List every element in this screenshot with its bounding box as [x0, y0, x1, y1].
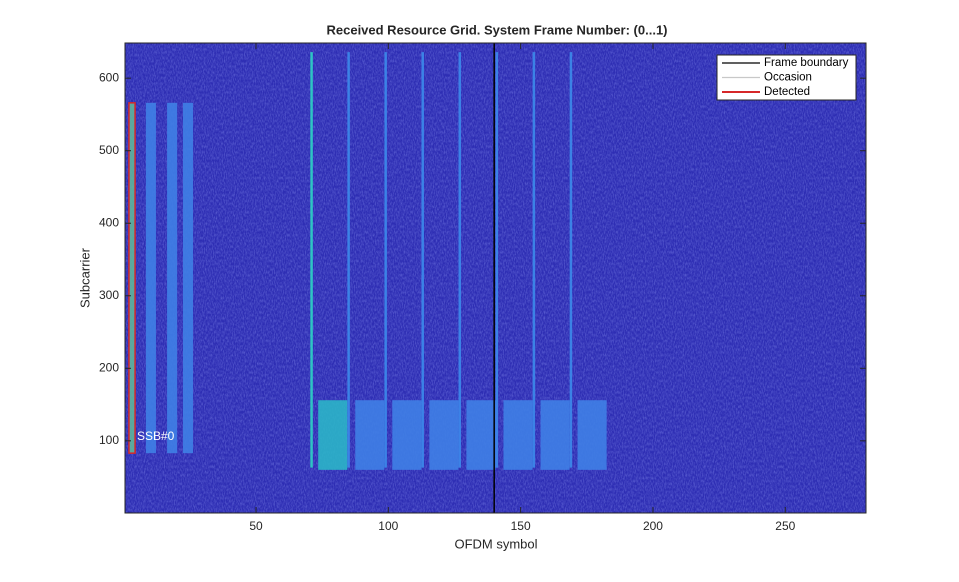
- x-tick-label: 100: [378, 519, 398, 533]
- axes-box: [124, 42, 867, 514]
- plot-area: [128, 43, 607, 513]
- grid-region: [429, 400, 459, 470]
- grid-region: [128, 102, 136, 454]
- grid-region: [145, 102, 156, 454]
- legend-label: Detected: [764, 86, 810, 98]
- grid-region: [577, 400, 607, 470]
- y-tick-label: 300: [99, 288, 119, 302]
- y-tick-label: 500: [99, 143, 119, 157]
- y-tick-label: 200: [99, 360, 119, 374]
- y-tick-label: 100: [99, 433, 119, 447]
- y-axis-label: Subcarrier: [77, 247, 92, 308]
- chart-title: Received Resource Grid. System Frame Num…: [326, 22, 667, 37]
- grid-region: [182, 102, 194, 454]
- grid-region: [355, 400, 385, 470]
- x-tick-label: 250: [775, 519, 795, 533]
- grid-region: [392, 400, 422, 470]
- detected-box: [128, 102, 136, 454]
- annotation: SSB#0: [137, 429, 175, 443]
- grid-region: [466, 400, 496, 470]
- x-axis-label: OFDM symbol: [454, 536, 537, 551]
- x-tick-label: 150: [511, 519, 531, 533]
- y-tick-label: 600: [99, 70, 119, 84]
- legend-label: Frame boundary: [764, 57, 849, 69]
- x-tick-label: 50: [249, 519, 263, 533]
- legend: Frame boundary Occasion Detected: [716, 54, 857, 101]
- legend-label: Occasion: [764, 72, 812, 84]
- x-tick-label: 200: [643, 519, 663, 533]
- grid-region: [167, 102, 178, 454]
- grid-region: [540, 400, 570, 470]
- grid-region: [503, 400, 533, 470]
- grid-region: [318, 400, 348, 470]
- y-tick-label: 400: [99, 215, 119, 229]
